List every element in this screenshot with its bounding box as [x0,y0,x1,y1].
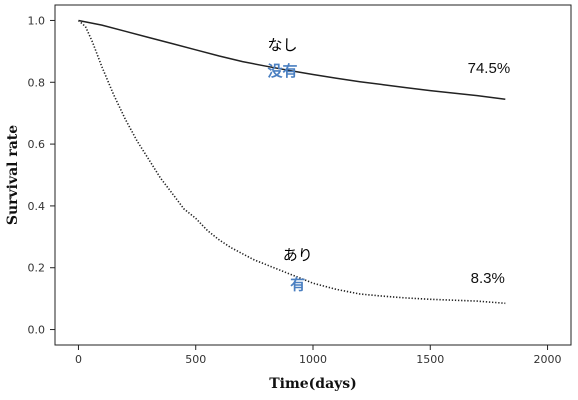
annotation-label: あり [283,246,313,264]
y-tick-label: 0.6 [28,138,46,151]
y-tick-label: 1.0 [28,14,46,27]
annotation-label: 8.3% [471,270,505,287]
y-tick-label: 0.0 [28,324,46,337]
plot-frame [54,4,572,346]
x-tick-label: 1000 [299,353,327,366]
annotation-label: 没有 [268,62,298,80]
annotation-label: 有 [290,275,305,293]
series-1-line [78,19,506,101]
y-tick-label: 0.2 [28,262,46,275]
x-axis-title: Time(days) [269,376,357,392]
y-axis-title: Survival rate [5,125,21,225]
axis-ticks: 0 500 1000 1500 2000 0.0 0.2 0.4 0.6 0.8 1.0 [28,14,562,366]
x-tick-label: 2000 [534,353,562,366]
series-2-line [77,19,506,305]
x-tick-label: 500 [185,353,206,366]
y-tick-label: 0.8 [28,76,46,89]
annotation-label: なし [268,36,298,54]
y-tick-label: 0.4 [28,200,46,213]
x-tick-label: 1500 [416,353,444,366]
series-layer [77,19,506,305]
x-tick-label: 0 [75,353,82,366]
annotation-label: 74.5% [468,60,511,77]
